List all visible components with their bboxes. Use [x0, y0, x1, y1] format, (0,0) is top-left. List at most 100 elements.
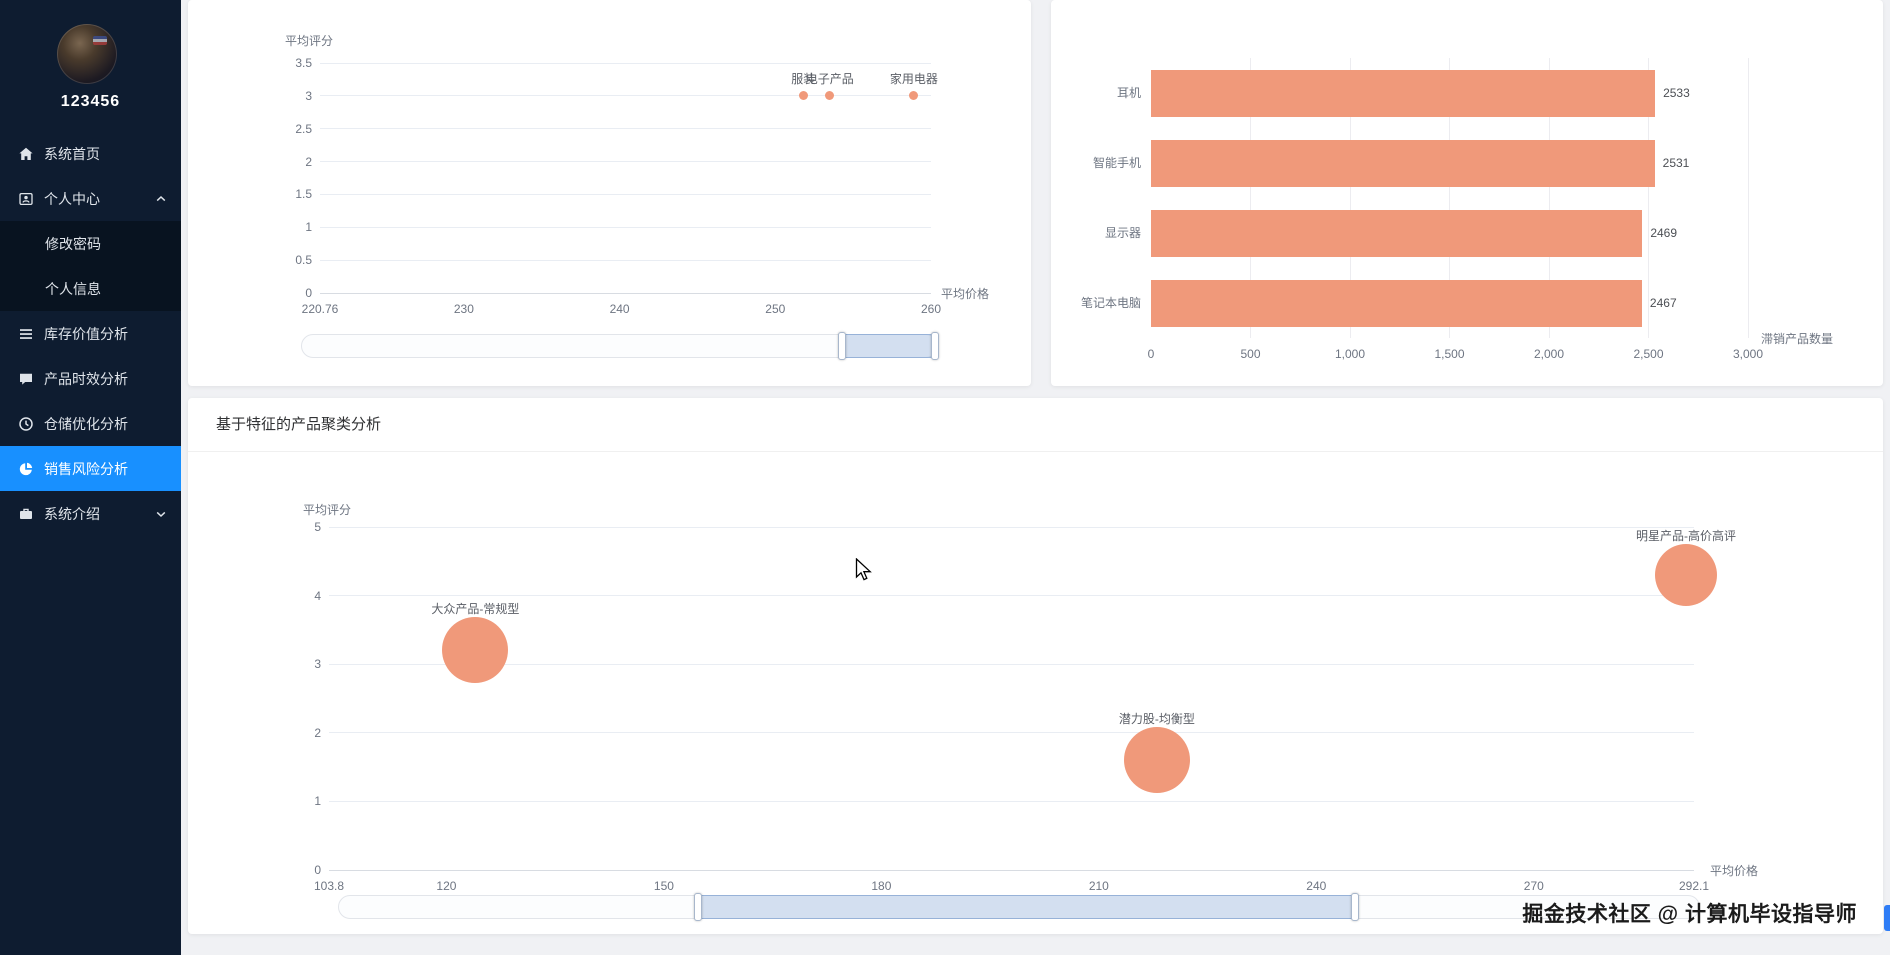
grid-line [320, 161, 931, 163]
zoom-handle-right[interactable] [930, 332, 939, 360]
scatter-point[interactable] [909, 91, 919, 101]
y-tick-label: 3 [314, 657, 321, 672]
y-tick-label: 3.5 [295, 56, 312, 70]
y-tick-label: 3 [305, 88, 312, 103]
point-label: 服装 [791, 72, 816, 87]
grid-line [1648, 58, 1649, 338]
x-tick-label: 230 [453, 302, 474, 316]
list-icon [20, 328, 32, 339]
clock-icon [19, 416, 33, 431]
home-icon [19, 147, 33, 160]
y-tick-label: 2 [314, 725, 321, 740]
sidebar-item-label: 系统首页 [44, 145, 100, 162]
zoom-slider-track[interactable] [338, 895, 1700, 919]
y-tick-label: 0.5 [295, 253, 312, 268]
grid-line [329, 732, 1694, 734]
grid-line [329, 663, 1694, 665]
bar-value-label: 2467 [1649, 296, 1677, 310]
x-tick-label: 3,000 [1732, 347, 1764, 361]
x-tick-label: 292.1 [1678, 879, 1710, 893]
grid-line [320, 259, 931, 261]
bar-value-label: 2533 [1663, 86, 1690, 100]
bar[interactable] [1151, 139, 1655, 187]
cluster-analysis-card: 基于特征的产品聚类分析 0 1 2 3 4 5 103.8 120 150 180 210 240 27… [188, 398, 1883, 934]
grid-line [1349, 58, 1351, 338]
sidebar-item-label: 个人信息 [45, 280, 101, 297]
y-tick-label: 0 [305, 286, 312, 300]
scatter-point[interactable] [825, 91, 835, 101]
sidebar-item-profile-center[interactable]: 个人中心 [0, 176, 181, 221]
chat-icon [20, 373, 32, 385]
y-axis-name: 平均评分 [285, 34, 334, 48]
scrollbar-thumb[interactable] [1884, 905, 1890, 931]
grid-line [320, 292, 931, 294]
y-tick-label: 2 [305, 154, 312, 169]
chevron-up-icon [156, 195, 166, 201]
grid-line [1747, 58, 1749, 338]
sidebar-item-label: 仓储优化分析 [44, 415, 128, 432]
mouse-cursor [855, 558, 872, 581]
zoom-handle-left[interactable] [693, 893, 702, 921]
username: 123456 [60, 93, 121, 110]
y-tick-label: 1 [305, 220, 312, 235]
bar[interactable] [1151, 209, 1643, 257]
y-tick-label: 0 [314, 863, 321, 877]
zoom-handle-right[interactable] [1351, 893, 1360, 921]
sidebar-item-personal-info[interactable]: 个人信息 [0, 266, 181, 311]
zoom-handle-left[interactable] [838, 332, 847, 360]
zoom-slider-track[interactable] [301, 334, 938, 358]
sidebar-item-warehouse-optimization[interactable]: 仓储优化分析 [0, 401, 181, 446]
x-tick-label: 260 [920, 302, 942, 316]
scatter-point[interactable] [798, 91, 808, 101]
bar[interactable] [1151, 69, 1656, 117]
point-label: 家用电器 [889, 72, 938, 87]
slow-moving-bar-chart: 0 500 1,000 1,500 2,000 2,500 3,000 耳机 2533 智能手机 2… [1051, 0, 1883, 386]
x-tick-label: 240 [1306, 879, 1327, 893]
sidebar-item-product-timeliness[interactable]: 产品时效分析 [0, 356, 181, 401]
sidebar-item-change-password[interactable]: 修改密码 [0, 221, 181, 266]
grid-line [329, 800, 1694, 802]
x-axis-name: 平均价格 [941, 287, 990, 301]
x-tick-label: 1,000 [1334, 347, 1366, 361]
x-tick-label: 2,500 [1633, 347, 1664, 361]
grid-line [320, 226, 931, 228]
sidebar-item-system-intro[interactable]: 系统介绍 [0, 491, 181, 536]
x-tick-label: 270 [1523, 879, 1544, 893]
scatter-point[interactable] [1123, 727, 1190, 794]
x-tick-label: 220.76 [301, 302, 339, 316]
grid-line [329, 869, 1694, 871]
x-tick-label: 500 [1240, 347, 1261, 361]
grid-line [320, 62, 931, 64]
scatter-point[interactable] [442, 617, 509, 684]
bar[interactable] [1151, 279, 1642, 327]
x-tick-label: 1,500 [1434, 347, 1465, 361]
x-tick-label: 2,000 [1533, 347, 1565, 361]
cluster-card-title: 基于特征的产品聚类分析 [188, 398, 1883, 452]
avatar[interactable] [57, 24, 117, 84]
cluster-bubble-chart: 0 1 2 3 4 5 103.8 120 150 180 210 240 270 292.1 平均评分 平均… [188, 398, 1883, 934]
sidebar-item-sales-risk[interactable]: 销售风险分析 [0, 446, 181, 491]
x-axis-name: 平均价格 [1710, 864, 1759, 878]
zoom-slider-selection[interactable] [697, 895, 1356, 919]
sidebar-item-label: 库存价值分析 [44, 325, 128, 342]
zoom-slider-selection[interactable] [842, 334, 935, 358]
chevron-down-icon [156, 511, 166, 517]
scatter-point[interactable] [1655, 544, 1718, 607]
y-axis-name: 平均评分 [303, 503, 352, 517]
sidebar-item-label: 产品时效分析 [44, 370, 128, 387]
sidebar-item-home[interactable]: 系统首页 [0, 131, 181, 176]
x-tick-label: 0 [1147, 347, 1155, 361]
pie-icon [19, 462, 33, 475]
grid-line [1449, 58, 1450, 338]
bar-value-label: 2531 [1662, 156, 1690, 170]
bar-category-label: 耳机 [1116, 86, 1141, 100]
sidebar-item-inventory-value[interactable]: 库存价值分析 [0, 311, 181, 356]
y-tick-label: 2.5 [295, 121, 312, 136]
x-tick-label: 103.8 [313, 879, 345, 893]
point-label: 明星产品-高价高评 [1636, 529, 1737, 544]
bar-category-label: 笔记本电脑 [1080, 296, 1141, 310]
bar-category-label: 显示器 [1104, 226, 1141, 240]
y-tick-label: 4 [314, 588, 321, 603]
x-tick-label: 240 [609, 302, 630, 316]
